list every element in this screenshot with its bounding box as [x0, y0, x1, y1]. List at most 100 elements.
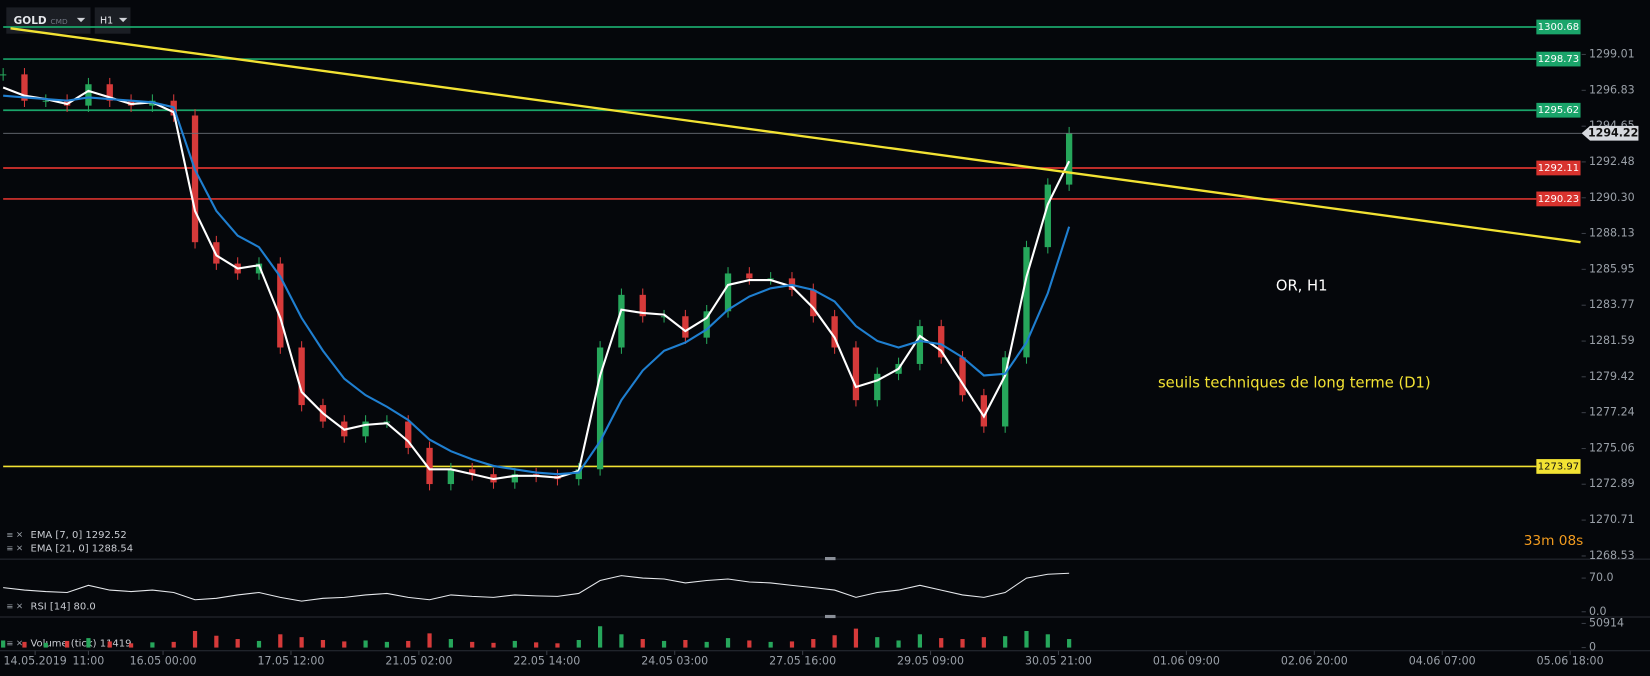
legend-entry: EMA [7, 0] 1292.52	[31, 530, 127, 541]
candle-body	[21, 74, 28, 101]
volume-bar	[1045, 634, 1050, 648]
level-tag	[1536, 51, 1581, 67]
volume-bar	[363, 640, 368, 648]
candle-body	[938, 326, 945, 358]
candle-body	[703, 311, 710, 338]
volume-bar	[256, 640, 262, 648]
candle-body	[0, 74, 7, 76]
y-tick-label: 1296.83	[1589, 83, 1635, 96]
timeframe[interactable]: H1	[100, 16, 113, 27]
volume-bar	[406, 640, 411, 648]
volume-bar	[470, 641, 475, 648]
level-tag	[1536, 459, 1581, 474]
legend-icon[interactable]: ≡ ✕	[6, 529, 23, 539]
volume-bar	[939, 638, 944, 648]
volume-bar	[65, 640, 70, 648]
volume-bar	[512, 640, 517, 648]
volume-bar	[43, 642, 48, 648]
candle-body	[596, 347, 604, 470]
x-tick-label: 29.05 09:00	[897, 654, 964, 667]
y-tick-label: 1288.13	[1589, 226, 1635, 239]
volume-bar	[917, 634, 923, 648]
candle-body	[639, 294, 646, 317]
symbol[interactable]: GOLD	[14, 15, 47, 27]
volume-bar	[448, 639, 453, 648]
candle-body	[85, 84, 92, 106]
candle-body	[383, 421, 391, 423]
candle-body	[660, 316, 668, 318]
volume-bar	[960, 639, 965, 648]
level-tag-label: 1298.73	[1538, 54, 1579, 65]
timeframe-selector[interactable]: H1	[94, 7, 131, 34]
volume-bar	[619, 634, 624, 648]
volume-bar	[534, 642, 539, 648]
y-tick-label: 0	[1589, 641, 1596, 654]
candle-body	[682, 316, 689, 338]
trendline	[10, 27, 1581, 244]
volume-bar	[150, 642, 155, 648]
volume-bar	[853, 628, 859, 648]
dropdown-arrow[interactable]	[76, 17, 86, 23]
legend-icon[interactable]: ≡ ✕	[6, 543, 23, 553]
legend-icon[interactable]: ≡ ✕	[6, 601, 23, 611]
volume-bar	[811, 639, 816, 648]
level-tag	[1536, 19, 1581, 35]
x-tick-label: 24.05 03:00	[641, 654, 708, 667]
y-tick-label: 1290.30	[1589, 191, 1635, 204]
volume-bar	[342, 641, 347, 648]
last-price-tag	[1581, 125, 1639, 141]
candle-body	[447, 469, 455, 485]
y-tick-label: 1270.71	[1589, 513, 1635, 526]
candle-body	[618, 294, 625, 348]
candle-body	[191, 115, 199, 243]
last-price-label: 1294.22	[1588, 126, 1638, 139]
y-tick-label: 1285.95	[1589, 262, 1635, 275]
volume-bar	[1003, 636, 1008, 648]
panel-handle[interactable]	[825, 614, 836, 619]
y-tick-label: 0.0	[1589, 605, 1607, 618]
x-tick-label: 17.05 12:00	[257, 654, 324, 667]
volume-bar	[299, 637, 304, 648]
y-tick-label: 1277.24	[1589, 406, 1635, 419]
level-tag-label: 1273.97	[1538, 461, 1579, 472]
volume-bar	[192, 630, 198, 648]
x-tick-label: 22.05 14:00	[513, 654, 580, 667]
x-tick-label: 16.05 00:00	[130, 654, 197, 667]
volume-bar	[427, 633, 432, 648]
legend-icon[interactable]: ≡ ✕	[6, 638, 23, 648]
countdown: 33m 08s	[1524, 533, 1584, 549]
volume-bar	[320, 639, 326, 648]
level-tag-label: 1290.23	[1538, 194, 1579, 205]
y-tick-label: 1279.42	[1589, 370, 1635, 383]
dropdown-arrow[interactable]	[118, 17, 128, 23]
candle-body	[831, 316, 838, 348]
candle-body	[1044, 184, 1051, 248]
annotation: OR, H1	[1276, 277, 1328, 294]
candle-body	[852, 347, 860, 401]
x-tick-label: 21.05 02:00	[385, 654, 452, 667]
x-tick-label: 14.05.2019	[4, 654, 67, 667]
candle-body	[916, 326, 924, 364]
market[interactable]: CMD	[51, 17, 68, 26]
y-tick-label: 1268.53	[1589, 549, 1635, 562]
volume-bar	[981, 637, 986, 648]
annotation: seuils techniques de long terme (D1)	[1158, 374, 1431, 391]
volume-bar	[640, 639, 645, 648]
volume-bar	[1, 640, 6, 648]
level-tag-label: 1295.62	[1538, 105, 1579, 116]
volume-bar	[789, 641, 795, 648]
volume-bar	[875, 637, 880, 648]
candle-body	[767, 278, 774, 280]
volume-bar	[661, 640, 667, 648]
volume-bar	[128, 643, 134, 648]
candle-body	[426, 447, 433, 485]
panel-handle[interactable]	[825, 557, 836, 561]
volume-bar	[235, 639, 240, 648]
volume-bar	[704, 641, 709, 648]
y-tick-label: 1281.59	[1589, 334, 1635, 347]
volume-bar	[597, 626, 603, 648]
volume-bar	[1067, 639, 1072, 648]
volume-bar	[576, 639, 581, 648]
volume-bar	[214, 635, 219, 648]
